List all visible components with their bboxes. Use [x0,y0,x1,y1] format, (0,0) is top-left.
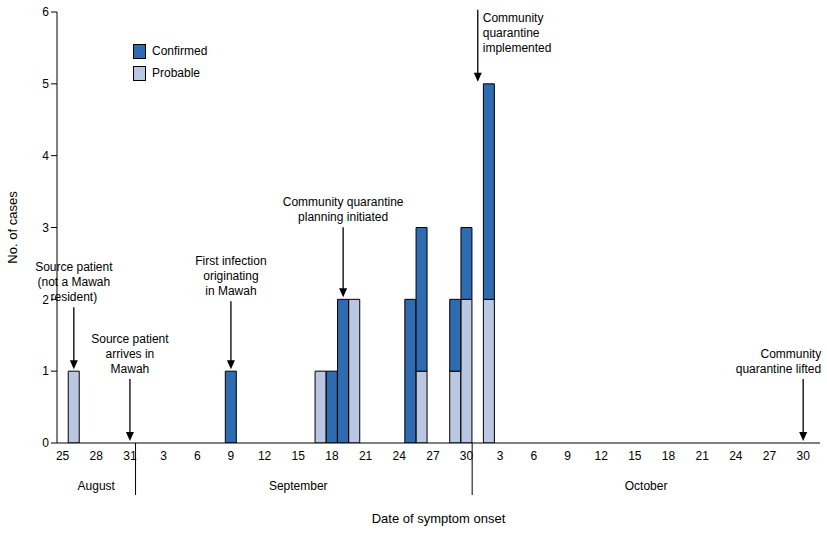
svg-text:quarantine lifted: quarantine lifted [736,362,819,376]
svg-text:resident): resident) [50,290,97,304]
svg-text:24: 24 [729,449,743,463]
svg-text:Source patient: Source patient [91,332,169,346]
svg-text:September: September [269,479,328,493]
svg-text:24: 24 [393,449,407,463]
svg-text:3: 3 [160,449,167,463]
svg-text:15: 15 [292,449,306,463]
svg-text:9: 9 [564,449,571,463]
svg-text:27: 27 [426,449,440,463]
svg-text:Date of symptom onset: Date of symptom onset [372,511,506,526]
svg-text:15: 15 [628,449,642,463]
svg-text:arrives in: arrives in [106,347,155,361]
svg-text:12: 12 [258,449,272,463]
svg-text:28: 28 [90,449,104,463]
svg-text:(not a Mawah: (not a Mawah [37,275,110,289]
svg-text:12: 12 [595,449,609,463]
svg-text:9: 9 [228,449,235,463]
svg-text:31: 31 [123,449,137,463]
svg-text:in Mawah: in Mawah [205,284,256,298]
svg-text:implemented: implemented [483,41,552,55]
svg-text:30: 30 [796,449,810,463]
svg-text:3: 3 [42,221,49,235]
svg-text:Community quarantine: Community quarantine [283,195,404,209]
svg-text:1: 1 [42,364,49,378]
svg-text:21: 21 [359,449,373,463]
svg-text:6: 6 [531,449,538,463]
svg-text:27: 27 [763,449,777,463]
svg-text:0: 0 [42,436,49,450]
svg-text:quarantine: quarantine [483,26,540,40]
svg-text:2: 2 [42,293,49,307]
html-text:Confirmed: Confirmed [152,44,208,58]
svg-text:5: 5 [42,77,49,91]
svg-text:Source patient: Source patient [35,260,113,274]
svg-text:October: October [625,479,668,493]
svg-text:3: 3 [497,449,504,463]
svg-text:6: 6 [42,5,49,19]
svg-text:planning initiated: planning initiated [298,210,388,224]
svg-text:No. of cases: No. of cases [8,191,20,264]
svg-text:August: August [78,479,116,493]
svg-text:Community: Community [760,347,819,361]
svg-text:30: 30 [460,449,474,463]
html-text:Probable: Probable [152,66,200,80]
svg-text:Community: Community [483,11,544,25]
svg-text:18: 18 [325,449,339,463]
svg-text:18: 18 [662,449,676,463]
svg-text:Mawah: Mawah [111,362,150,376]
svg-text:25: 25 [56,449,70,463]
svg-text:6: 6 [194,449,201,463]
svg-text:originating: originating [203,269,258,283]
svg-text:First infection: First infection [195,254,266,268]
svg-text:21: 21 [696,449,710,463]
svg-text:4: 4 [42,149,49,163]
